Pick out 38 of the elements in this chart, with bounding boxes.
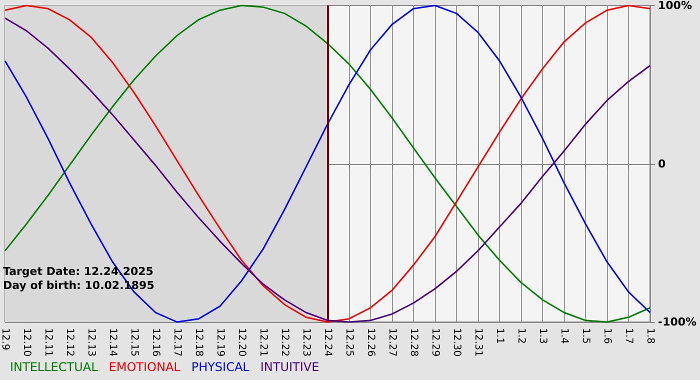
x-tick-label: 12.9	[0, 328, 10, 350]
x-tick-label: 12.19	[214, 328, 226, 357]
x-tick-label: 12.15	[128, 328, 140, 357]
x-tick-label: 1.7	[623, 328, 634, 344]
text: EMOTIONAL	[108, 360, 181, 374]
x-tick-label: 12.31	[472, 328, 484, 357]
text: INTELLECTUAL	[10, 360, 98, 374]
x-tick-label: 1.4	[558, 328, 570, 344]
x-tick-label: 12.23	[300, 328, 312, 357]
x-tick-label: 12.29	[430, 328, 440, 357]
x-tick-label: 1.5	[580, 328, 591, 344]
x-tick-label: 12.30	[451, 328, 462, 357]
x-tick-label: 1.2	[516, 328, 526, 344]
y-tick-label: 100%	[658, 0, 692, 12]
x-tick-label: 12.26	[365, 328, 376, 357]
x-tick-label: 12.12	[64, 328, 75, 357]
x-tick-label: 12.20	[236, 328, 247, 357]
x-tick-label: 12.14	[107, 328, 118, 357]
x-tick-label: 1.3	[537, 328, 548, 344]
text: PHYSICAL	[191, 360, 250, 374]
x-tick-label: 12.13	[86, 328, 96, 357]
x-tick-label: 12.25	[344, 328, 354, 357]
x-tick-label: 1.8	[644, 328, 656, 344]
text: INTUITIVE	[260, 360, 320, 374]
x-tick-label: 12.28	[408, 328, 419, 357]
x-tick-label: 12.10	[21, 328, 32, 357]
y-tick-label: -100%	[658, 316, 697, 328]
x-tick-label: 12.11	[42, 328, 54, 357]
y-tick-label: 0	[658, 157, 666, 170]
x-tick-label: 1.6	[602, 328, 612, 344]
x-tick-label: 12.18	[193, 328, 204, 357]
x-tick-label: 12.17	[172, 328, 182, 357]
x-tick-label: 12.16	[150, 328, 161, 357]
x-tick-label: 12.21	[258, 328, 268, 357]
x-tick-label: 12.22	[279, 328, 290, 357]
x-tick-label: 1.1	[494, 328, 505, 344]
x-tick-label: 12.27	[386, 328, 398, 357]
x-tick-label: 12.24	[322, 328, 333, 357]
